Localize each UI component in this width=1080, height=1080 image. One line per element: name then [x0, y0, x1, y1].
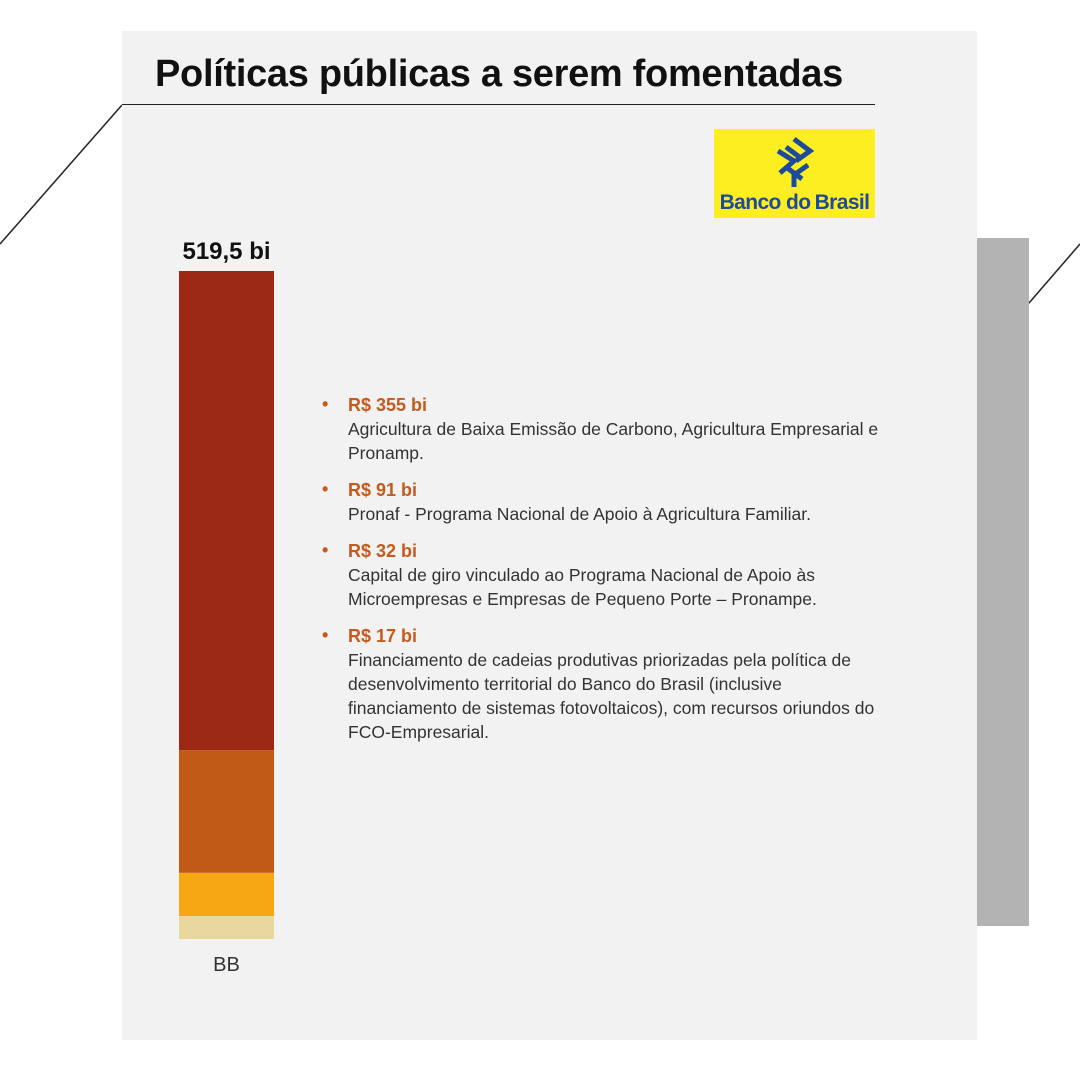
breakdown-list: • R$ 355 bi Agricultura de Baixa Emissão…	[322, 393, 882, 757]
item-description: Agricultura de Baixa Emissão de Carbono,…	[348, 419, 879, 463]
item-value: R$ 91 bi	[348, 480, 418, 500]
bullet-icon: •	[322, 540, 329, 560]
list-item: • R$ 17 bi Financiamento de cadeias prod…	[322, 624, 882, 744]
next-slide-card	[977, 238, 1029, 926]
banco-do-brasil-logo: Banco do Brasil	[714, 129, 875, 218]
banco-do-brasil-logo-icon	[776, 137, 815, 187]
item-description: Financiamento de cadeias produtivas prio…	[348, 650, 875, 742]
bar-segment-1	[179, 271, 274, 751]
bar-segment-2	[179, 750, 274, 873]
logo-wordmark: Banco do Brasil	[719, 191, 870, 214]
item-description: Pronaf - Programa Nacional de Apoio à Ag…	[348, 504, 812, 524]
stacked-bar-chart: 519,5 bi BB	[179, 238, 274, 976]
bar-segment-3	[179, 872, 274, 917]
bar-segment-4	[179, 916, 274, 939]
infographic-card: Políticas públicas a serem fomentadas Ba…	[122, 31, 977, 1040]
item-description: Capital de giro vinculado ao Programa Na…	[348, 565, 817, 609]
list-item: • R$ 32 bi Capital de giro vinculado ao …	[322, 539, 882, 611]
title-divider	[122, 104, 875, 105]
bullet-icon: •	[322, 394, 329, 414]
bar-total-label: 519,5 bi	[182, 238, 270, 265]
bullet-icon: •	[322, 625, 329, 645]
list-item: • R$ 355 bi Agricultura de Baixa Emissão…	[322, 393, 882, 465]
page-title: Políticas públicas a serem fomentadas	[155, 53, 843, 95]
item-value: R$ 17 bi	[348, 626, 418, 646]
bullet-icon: •	[322, 479, 329, 499]
category-label-bb: BB	[213, 954, 240, 976]
list-item: • R$ 91 bi Pronaf - Programa Nacional de…	[322, 478, 882, 526]
item-value: R$ 32 bi	[348, 541, 418, 561]
bar-segments	[179, 271, 274, 939]
item-value: R$ 355 bi	[348, 395, 428, 415]
